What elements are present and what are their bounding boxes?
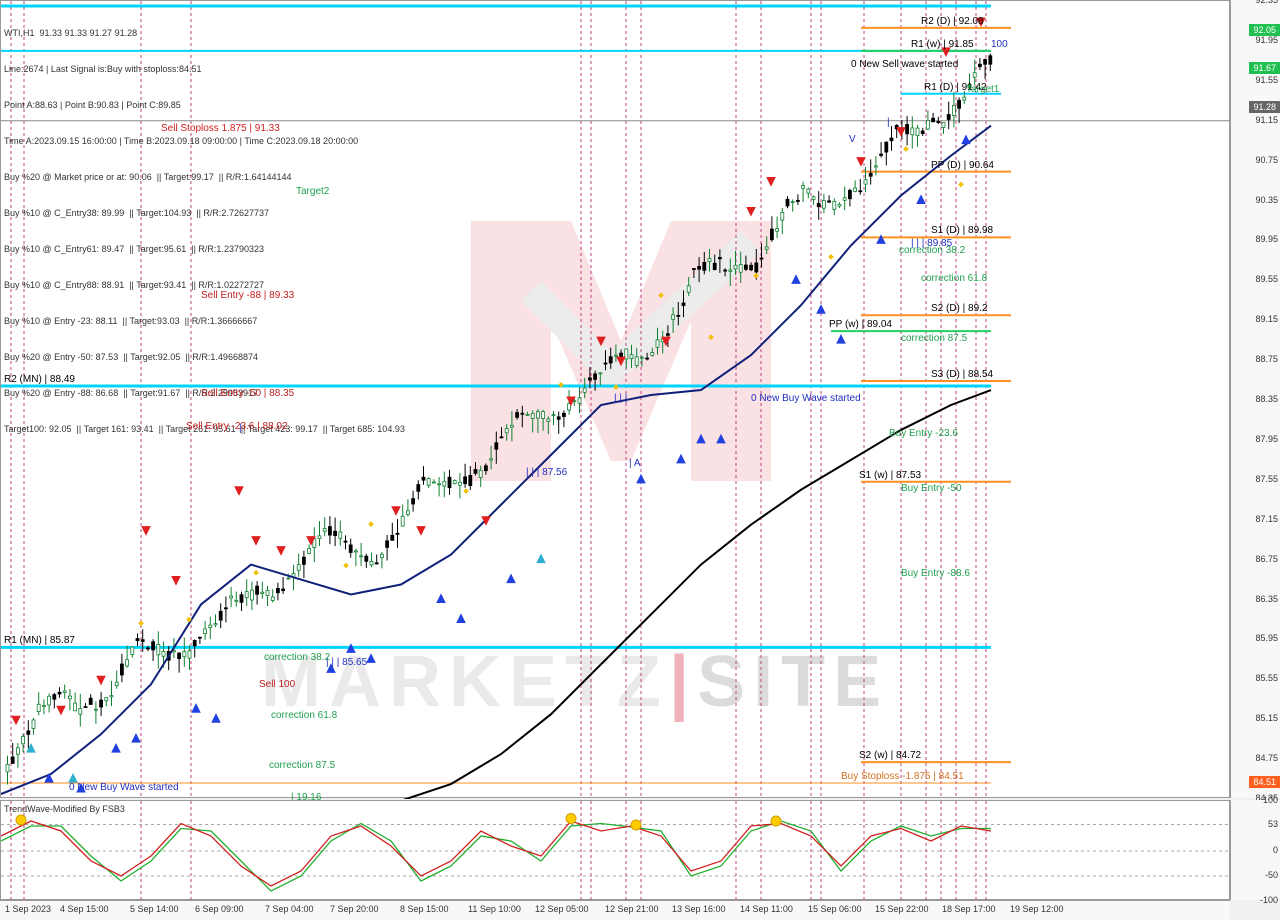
main-price-chart[interactable]: MARKETZ|SITE WTI,H1 91.33 91.33 91.27 91…	[0, 0, 1230, 798]
chart-label: correction 87.5	[901, 333, 967, 344]
chart-label: Target1	[966, 84, 999, 95]
indicator-panel[interactable]: TrendWave-Modified By FSB3	[0, 800, 1230, 900]
price-tick: 89.95	[1255, 234, 1278, 244]
chart-label: Sell Entry -50 | 88.35	[201, 388, 294, 399]
chart-label: PP (w) | 89.04	[829, 319, 892, 330]
time-tick: 4 Sep 15:00	[60, 904, 109, 914]
chart-label: Sell 100	[259, 679, 295, 690]
price-tick: 84.75	[1255, 753, 1278, 763]
time-tick: 8 Sep 15:00	[400, 904, 449, 914]
chart-label: S2 (w) | 84.72	[859, 750, 921, 761]
chart-label: | | | 85.65	[326, 657, 367, 668]
price-marker: 84.51	[1249, 776, 1280, 788]
time-tick: 12 Sep 21:00	[605, 904, 659, 914]
chart-label: |	[887, 117, 890, 128]
price-tick: 90.75	[1255, 155, 1278, 165]
chart-label: 0 New Buy Wave started	[751, 393, 861, 404]
chart-label: Buy Entry -23.6	[889, 428, 958, 439]
chart-label: Buy Entry -88.6	[901, 568, 970, 579]
price-marker: 91.28	[1249, 101, 1280, 113]
time-tick: 13 Sep 16:00	[672, 904, 726, 914]
chart-label: 100	[991, 39, 1008, 50]
price-tick: 87.55	[1255, 474, 1278, 484]
chart-label: | | | 87.56	[526, 467, 567, 478]
price-tick: 89.15	[1255, 314, 1278, 324]
indicator-tick: 53	[1268, 819, 1278, 829]
trading-chart-container: MARKETZ|SITE WTI,H1 91.33 91.33 91.27 91…	[0, 0, 1280, 920]
chart-label: Buy Stoploss -1.875 | 84.51	[841, 771, 964, 782]
time-tick: 5 Sep 14:00	[130, 904, 179, 914]
price-tick: 88.35	[1255, 394, 1278, 404]
indicator-tick: -100	[1260, 895, 1278, 905]
chart-label: correction 61.8	[921, 273, 987, 284]
price-tick: 88.75	[1255, 354, 1278, 364]
time-tick: 11 Sep 10:00	[468, 904, 521, 914]
chart-label: R2 (D) | 92.08	[921, 16, 984, 27]
time-axis: 1 Sep 2023 4 Sep 15:00 5 Sep 14:00 6 Sep 09…	[0, 900, 1230, 920]
indicator-svg	[1, 801, 1231, 901]
chart-label: correction 87.5	[269, 760, 335, 771]
chart-label: correction 61.8	[271, 710, 337, 721]
chart-label: PP (D) | 90.64	[931, 160, 994, 171]
price-tick: 89.55	[1255, 274, 1278, 284]
time-tick: 12 Sep 05:00	[535, 904, 589, 914]
price-tick: 86.75	[1255, 554, 1278, 564]
chart-label: Buy Entry -50	[901, 483, 962, 494]
price-axis: 92.35 91.95 91.55 91.15 90.75 90.35 89.95 89.55…	[1230, 0, 1280, 798]
indicator-axis: 100530-50-100	[1230, 800, 1280, 900]
chart-label: | | |	[614, 393, 627, 404]
price-tick: 85.15	[1255, 713, 1278, 723]
time-tick: 1 Sep 2023	[5, 904, 51, 914]
price-tick: 91.55	[1255, 75, 1278, 85]
chart-label: S2 (D) | 89.2	[931, 303, 988, 314]
chart-label: |	[239, 423, 242, 434]
time-tick: 19 Sep 12:00	[1010, 904, 1064, 914]
chart-label: S1 (D) | 89.98	[931, 225, 993, 236]
time-tick: 7 Sep 20:00	[330, 904, 379, 914]
chart-label: 0 New Buy Wave started	[69, 782, 179, 793]
price-tick: 90.35	[1255, 195, 1278, 205]
chart-label: R2 (MN) | 88.49	[4, 374, 75, 385]
price-tick: 85.95	[1255, 633, 1278, 643]
price-marker: 92.05	[1249, 24, 1280, 36]
chart-label: R1 (w) | 91.85	[911, 39, 974, 50]
time-tick: 18 Sep 17:00	[942, 904, 996, 914]
chart-label: V	[849, 134, 856, 145]
price-tick: 91.95	[1255, 35, 1278, 45]
price-tick: 87.15	[1255, 514, 1278, 524]
chart-label: Sell Entry -88 | 89.33	[201, 290, 294, 301]
price-tick: 87.95	[1255, 434, 1278, 444]
chart-label: Target2	[296, 186, 329, 197]
time-tick: 15 Sep 06:00	[808, 904, 862, 914]
sell-stoploss-overlay: Sell Stoploss 1.875 | 91.33	[161, 123, 280, 135]
price-tick: 86.35	[1255, 594, 1278, 604]
indicator-tick: 100	[1263, 795, 1278, 805]
price-tick: 85.55	[1255, 673, 1278, 683]
chart-label: R1 (MN) | 85.87	[4, 635, 75, 646]
indicator-tick: -50	[1265, 870, 1278, 880]
price-tick: 91.15	[1255, 115, 1278, 125]
chart-label: | A	[629, 458, 641, 469]
indicator-tick: 0	[1273, 845, 1278, 855]
chart-label: S3 (D) | 88.54	[931, 369, 993, 380]
time-tick: 6 Sep 09:00	[195, 904, 244, 914]
time-tick: 15 Sep 22:00	[875, 904, 929, 914]
price-tick: 92.35	[1255, 0, 1278, 5]
chart-label: 0 New Sell wave started	[851, 59, 958, 70]
chart-label: S1 (w) | 87.53	[859, 470, 921, 481]
chart-label: Sell Entry -23.6 | 88.02	[186, 421, 288, 432]
time-tick: 14 Sep 11:00	[740, 904, 793, 914]
chart-label: | | | 89.85	[911, 238, 952, 249]
price-marker: 91.67	[1249, 62, 1280, 74]
chart-label: correction 38.2	[264, 652, 330, 663]
time-tick: 7 Sep 04:00	[265, 904, 314, 914]
